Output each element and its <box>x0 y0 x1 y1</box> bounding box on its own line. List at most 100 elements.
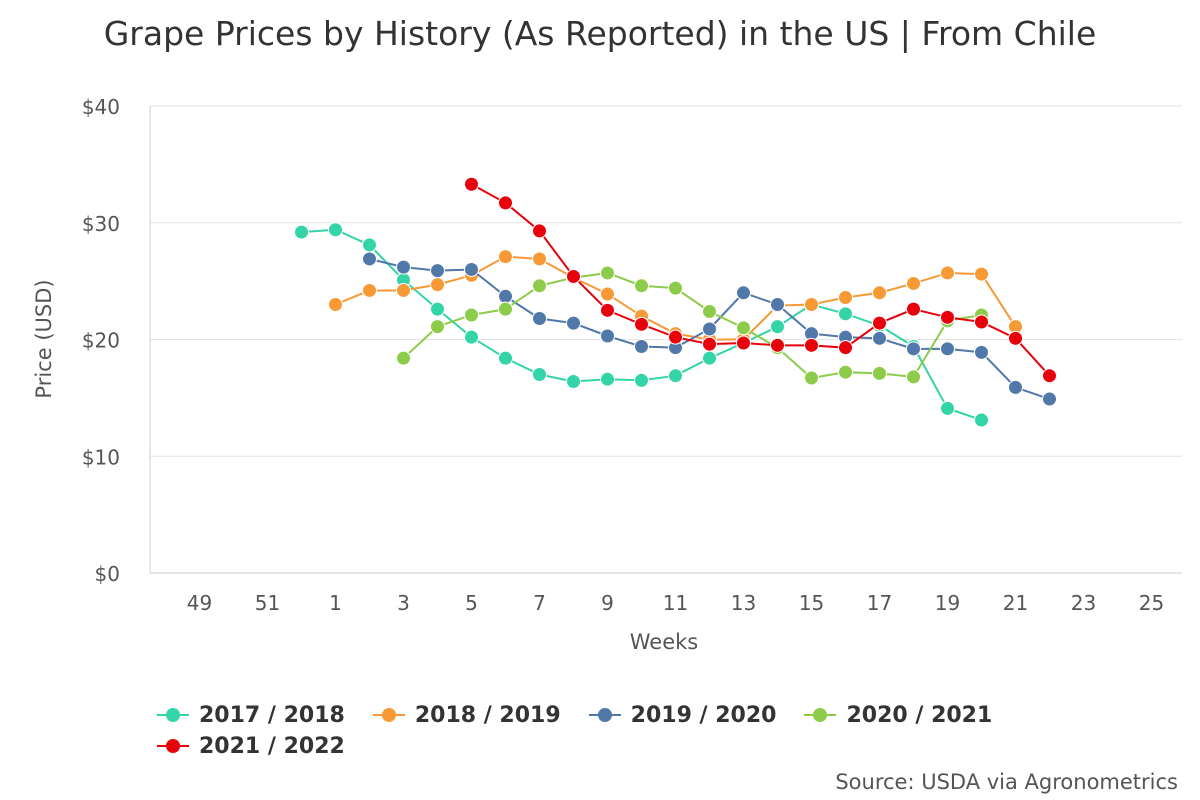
data-point <box>838 340 853 356</box>
data-point <box>634 278 649 294</box>
data-point <box>974 266 989 282</box>
data-point <box>940 265 955 281</box>
x-tick-label: 49 <box>187 591 212 615</box>
data-point <box>702 303 717 319</box>
legend-marker-icon <box>157 739 189 753</box>
data-point <box>804 370 819 386</box>
data-point <box>906 341 921 357</box>
legend-label: 2019 / 2020 <box>630 702 777 728</box>
x-tick-label: 11 <box>663 591 688 615</box>
data-point <box>362 282 377 298</box>
data-point <box>804 296 819 312</box>
data-point <box>532 310 547 326</box>
data-point <box>838 306 853 322</box>
data-point <box>974 344 989 360</box>
y-tick-label: $20 <box>82 329 120 353</box>
data-point <box>668 368 683 384</box>
data-point <box>1042 391 1057 407</box>
data-point <box>464 261 479 277</box>
data-point <box>940 341 955 357</box>
data-point <box>770 319 785 335</box>
legend-item[interactable]: 2020 / 2021 <box>802 700 992 730</box>
data-point <box>464 307 479 323</box>
data-point <box>600 371 615 387</box>
data-point <box>600 286 615 302</box>
data-point <box>600 265 615 281</box>
series-line <box>471 183 1051 377</box>
data-point <box>430 319 445 335</box>
data-point <box>396 350 411 366</box>
data-point <box>532 367 547 383</box>
data-point <box>702 336 717 352</box>
data-point <box>532 223 547 239</box>
data-point <box>736 320 751 336</box>
data-point <box>838 364 853 380</box>
data-point <box>974 314 989 330</box>
data-point <box>872 285 887 301</box>
data-point <box>464 176 479 192</box>
data-point <box>430 277 445 293</box>
data-point <box>430 301 445 317</box>
data-point <box>872 365 887 381</box>
data-point <box>770 337 785 353</box>
data-point <box>464 329 479 345</box>
data-point <box>430 263 445 279</box>
data-point <box>634 316 649 332</box>
legend-item[interactable]: 2019 / 2020 <box>587 700 777 730</box>
data-point <box>1042 368 1057 384</box>
data-point <box>974 412 989 428</box>
data-point <box>702 321 717 337</box>
legend-item[interactable]: 2021 / 2022 <box>155 731 345 761</box>
x-tick-label: 17 <box>867 591 892 615</box>
x-tick-label: 23 <box>1071 591 1096 615</box>
data-point <box>600 302 615 318</box>
data-point <box>396 259 411 275</box>
legend-marker-icon <box>372 708 405 722</box>
data-point <box>532 278 547 294</box>
y-tick-label: $40 <box>82 95 120 119</box>
legend-label: 2020 / 2021 <box>846 702 993 728</box>
data-point <box>498 301 513 317</box>
y-tick-label: $10 <box>82 445 120 469</box>
data-point <box>396 282 411 298</box>
x-tick-label: 5 <box>465 591 478 615</box>
data-point <box>906 275 921 291</box>
data-point <box>328 222 343 238</box>
y-axis-label: Price (USD) <box>32 279 56 398</box>
series-2018-2019 <box>328 249 1023 347</box>
x-tick-label: 1 <box>329 591 342 615</box>
x-axis-label: Weeks <box>630 630 698 654</box>
legend-label: 2021 / 2022 <box>199 733 345 759</box>
data-point <box>838 289 853 305</box>
data-point <box>668 280 683 296</box>
legend-marker-icon <box>157 708 189 722</box>
legend-item[interactable]: 2018 / 2019 <box>371 700 561 730</box>
data-point <box>328 296 343 312</box>
y-tick-label: $30 <box>82 212 120 236</box>
series-2021-2022 <box>464 176 1057 384</box>
data-point <box>906 369 921 385</box>
data-point <box>600 328 615 344</box>
data-point <box>668 329 683 345</box>
legend-label: 2017 / 2018 <box>199 702 345 728</box>
source-note: Source: USDA via Agronometrics <box>835 770 1178 794</box>
data-point <box>362 251 377 267</box>
legend-marker-icon <box>804 708 837 722</box>
x-tick-label: 25 <box>1139 591 1164 615</box>
data-point <box>872 315 887 331</box>
chart-legend: 2017 / 2018 2018 / 2019 2019 / 2020 2020 / … <box>155 700 1115 762</box>
x-tick-label: 7 <box>533 591 546 615</box>
data-point <box>770 296 785 312</box>
x-tick-label: 3 <box>397 591 410 615</box>
data-point <box>362 237 377 253</box>
x-tick-label: 13 <box>731 591 756 615</box>
data-point <box>702 350 717 366</box>
data-point <box>872 330 887 346</box>
x-tick-label: 15 <box>799 591 824 615</box>
data-point <box>1008 379 1023 395</box>
legend-item[interactable]: 2017 / 2018 <box>155 700 345 730</box>
data-point <box>1008 330 1023 346</box>
legend-label: 2018 / 2019 <box>414 702 561 728</box>
chart-title: Grape Prices by History (As Reported) in… <box>103 14 1097 53</box>
